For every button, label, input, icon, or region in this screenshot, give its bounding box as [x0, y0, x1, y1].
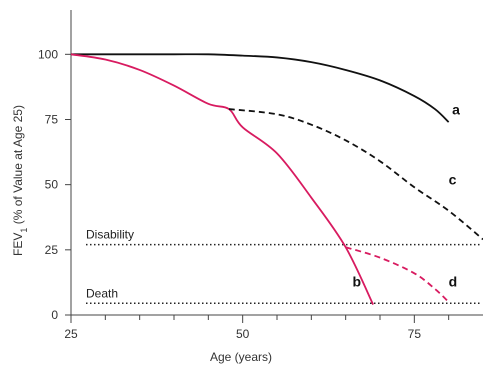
series-line-d [345, 246, 450, 303]
line-labels: a c b d [353, 101, 461, 289]
x-tick-label: 50 [236, 327, 250, 341]
line-label-a: a [452, 101, 460, 117]
series-lines [70, 53, 483, 305]
series-line-c [228, 108, 483, 241]
x-tick-label: 25 [64, 327, 78, 341]
reference-line-label: Disability [86, 228, 134, 242]
y-tick-label: 100 [38, 47, 58, 61]
y-axis-title: FEV1 (% of Value at Age 25) [11, 105, 29, 256]
y-axis-title-main: FEV [11, 233, 25, 256]
line-label-b: b [353, 273, 362, 289]
y-axis-title-rest: (% of Value at Age 25) [11, 105, 25, 228]
reference-line-label: Death [86, 286, 118, 300]
reference-lines: Disability Death [86, 228, 482, 305]
x-axis-title: Age (years) [210, 350, 272, 364]
y-tick-label: 75 [45, 112, 59, 126]
series-line-a [71, 53, 450, 123]
y-tick-label: 50 [45, 178, 59, 192]
x-tick-label: 75 [408, 327, 422, 341]
line-label-d: d [449, 273, 458, 289]
y-tick-label: 25 [45, 243, 59, 257]
y-axis-title-subscript: 1 [19, 228, 29, 233]
line-label-c: c [449, 172, 457, 188]
y-tick-label: 0 [51, 308, 58, 322]
axes: 0 25 50 75 100 25 50 75 [38, 10, 483, 341]
series-line-b [70, 53, 374, 305]
